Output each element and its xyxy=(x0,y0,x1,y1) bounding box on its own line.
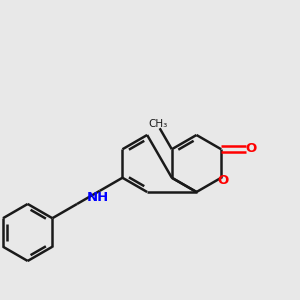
Text: O: O xyxy=(246,142,257,155)
Text: O: O xyxy=(217,174,228,187)
Text: CH₃: CH₃ xyxy=(148,119,168,129)
Text: NH: NH xyxy=(87,191,110,204)
